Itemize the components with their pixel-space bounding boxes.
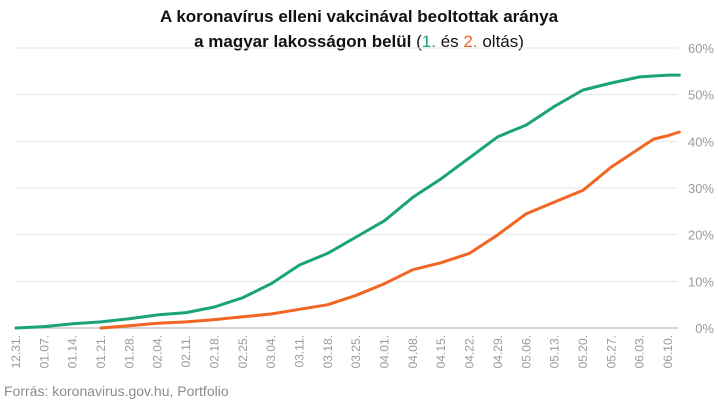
y-tick-label: 0% — [695, 321, 714, 336]
title-paren-open: ( — [416, 32, 422, 51]
title-suffix: oltás) — [482, 32, 524, 51]
series-lines — [14, 73, 681, 330]
chart-title: A koronavírus elleni vakcinával beoltott… — [0, 4, 718, 54]
x-tick-label: 03.04. — [264, 335, 278, 368]
x-tick-label: 02.04. — [151, 335, 165, 368]
x-tick-label: 02.18. — [207, 335, 221, 368]
grid-lines — [16, 47, 678, 329]
x-tick-label: 06.10. — [661, 335, 675, 368]
x-tick-label: 05.06. — [519, 335, 533, 368]
y-tick-label: 60% — [688, 41, 714, 56]
title-series-2-label: 2. — [463, 32, 478, 51]
x-tick-label: 03.11. — [292, 335, 306, 367]
source-note: Forrás: koronavirus.gov.hu, Portfolio — [4, 383, 229, 399]
x-axis-ticks: 12.31. 01.07. 01.14. 01.21. 01.28. 02.04. 02.1… — [9, 335, 675, 368]
series-line-1 — [14, 73, 681, 330]
title-line-2-main: a magyar lakosságon belül — [194, 32, 412, 51]
x-tick-label: 03.25. — [349, 335, 363, 368]
x-tick-label: 03.18. — [321, 335, 335, 368]
x-tick-label: 04.01. — [378, 335, 392, 368]
x-tick-label: 01.28. — [122, 335, 136, 368]
y-tick-label: 20% — [688, 228, 714, 243]
title-series-1-label: 1. — [421, 32, 436, 51]
x-tick-label: 02.25. — [236, 335, 250, 368]
title-line-1: A koronavírus elleni vakcinával beoltott… — [159, 7, 559, 26]
x-tick-label: 05.20. — [576, 335, 590, 368]
x-tick-label: 01.07. — [37, 335, 51, 368]
y-tick-label: 30% — [688, 181, 714, 196]
x-tick-label: 02.11. — [179, 335, 193, 367]
series-line-2 — [99, 130, 681, 330]
x-tick-label: 04.15. — [434, 335, 448, 368]
y-tick-label: 40% — [688, 134, 714, 149]
x-tick-label: 04.08. — [406, 335, 420, 368]
x-tick-label: 05.27. — [604, 335, 618, 368]
x-tick-label: 12.31. — [9, 335, 23, 368]
x-tick-label: 04.29. — [491, 335, 505, 368]
y-tick-label: 10% — [688, 274, 714, 289]
x-tick-label: 06.03. — [633, 335, 647, 368]
x-tick-label: 05.13. — [548, 335, 562, 368]
x-tick-label: 01.21. — [94, 335, 108, 368]
title-and: és — [440, 32, 459, 51]
x-tick-label: 01.14. — [66, 335, 80, 368]
y-tick-label: 50% — [688, 88, 714, 103]
x-tick-label: 04.22. — [463, 335, 477, 368]
title-line-2: a magyar lakosságon belül (1. és 2. oltá… — [0, 29, 718, 54]
y-axis-ticks: 0% 10% 20% 30% 40% 50% 60% — [688, 41, 714, 336]
